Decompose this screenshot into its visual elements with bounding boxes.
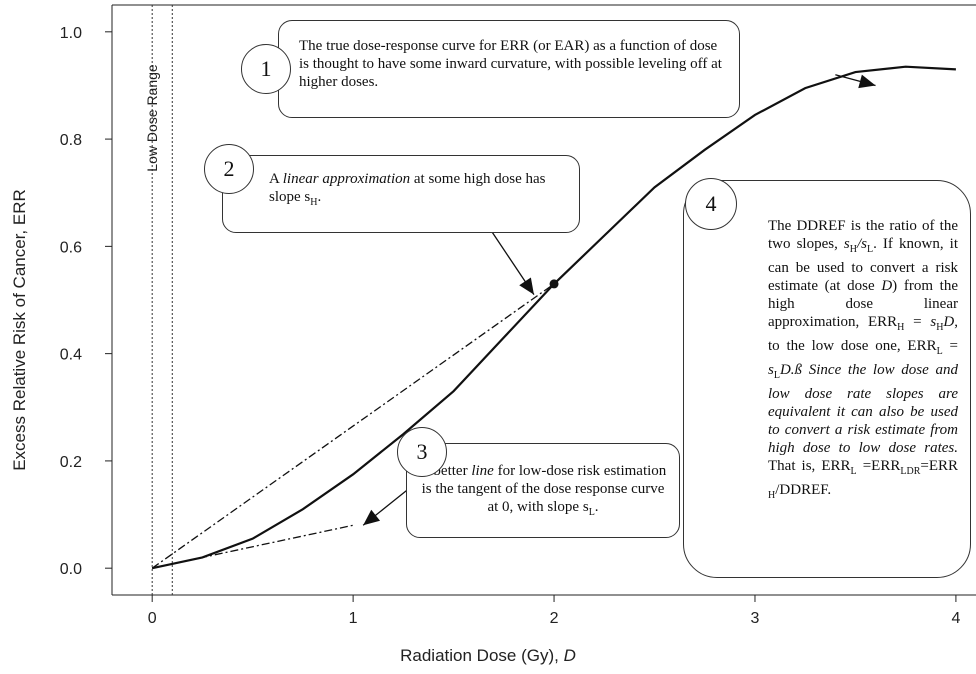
callout-4-p4: That is, ERR — [768, 458, 851, 474]
callout-4-s: s — [843, 236, 850, 252]
x-tick-label-2: 2 — [550, 610, 559, 627]
y-tick-label-3: 0.6 — [60, 239, 82, 256]
callout-2-text-em: linear approximation — [282, 171, 411, 187]
x-tick-label-4: 4 — [951, 610, 960, 627]
x-axis-label-text: Radiation Dose (Gy), D — [400, 646, 576, 665]
x-tick-label-0: 0 — [148, 610, 157, 627]
callout-4-p2-sub-l: L — [936, 346, 943, 357]
callout-4-p2-sh-sub: H — [936, 322, 944, 333]
arrow-head-2 — [363, 509, 381, 526]
callout-4-p2-d: D — [943, 314, 955, 330]
callout-4-p4-eq: =ERR — [856, 458, 901, 474]
callout-4-p2-sub-h: H — [897, 322, 905, 333]
callout-4-p3: Since the low dose and low dose rate slo… — [768, 362, 958, 456]
callout-4-p2-sh: s — [930, 314, 937, 330]
callout-4-box: The DDREF is the ratio of the two slopes… — [683, 180, 971, 578]
slope-point — [549, 279, 559, 289]
callout-1-box: The true dose-response curve for ERR (or… — [278, 20, 740, 118]
callout-4-sub-l: L — [867, 244, 874, 255]
chart-axes — [111, 4, 976, 596]
callout-4-d: D — [881, 278, 893, 294]
callout-2-sub: H — [310, 197, 318, 208]
x-tick-label-3: 3 — [751, 610, 760, 627]
callout-4-p2-mid: , to the low dose one, ERR — [768, 314, 959, 354]
x-tick-label-1: 1 — [349, 610, 358, 627]
callout-4-p4-eq2: =ERR — [920, 458, 958, 474]
callout-4-slash-s: /s — [856, 236, 867, 252]
chart-ticks: 0 1 2 3 4 0.0 0.2 0.4 0.6 0.8 1.0 — [60, 25, 961, 627]
series-line-1 — [151, 283, 555, 569]
y-tick-label-5: 1.0 — [60, 25, 82, 42]
callout-4-p4-sub-h: H — [768, 490, 776, 501]
low-dose-range-label: Low Dose Range — [144, 64, 160, 172]
callout-4-sub-h: H — [849, 244, 857, 255]
callout-4-number: 4 — [685, 178, 737, 230]
y-tick-label-1: 0.2 — [60, 454, 82, 471]
callout-2-text-c: . — [317, 189, 322, 205]
callout-4-p1: The DDREF is the ratio of the two slopes… — [768, 218, 958, 252]
callout-3-number: 3 — [397, 427, 447, 477]
x-axis-label: Radiation Dose (Gy), D — [0, 646, 976, 666]
callout-3-sub: L — [588, 507, 595, 518]
callout-1-number: 1 — [241, 44, 291, 94]
callout-4-p2-sl-sub: L — [773, 370, 780, 381]
callout-4-p4-sub-l: L — [850, 466, 857, 477]
callout-3-text-c: . — [594, 499, 599, 515]
callout-1-text: The true dose-response curve for ERR (or… — [299, 38, 722, 90]
callout-2-text-a: A — [269, 171, 283, 187]
callout-4-p2-sl: s — [768, 362, 774, 378]
callout-4-p1-end: . If known, it can be used to convert a … — [768, 236, 958, 294]
callout-4-p2-eq: = — [904, 314, 931, 330]
callout-3-text-b: for low-dose risk estimation is the tang… — [421, 463, 667, 515]
callout-4-p2-eq2: = — [942, 338, 958, 354]
callout-3-text-em: line — [471, 463, 494, 479]
callout-4-p2: ) from the high dose linear approximatio… — [768, 278, 958, 330]
y-tick-label-4: 0.8 — [60, 132, 82, 149]
y-axis-label: Excess Relative Risk of Cancer, ERR — [10, 189, 29, 471]
callout-3-box: A better line for low-dose risk estimati… — [406, 443, 680, 538]
callout-2-text-b: at some high dose has slope s — [269, 171, 546, 205]
arrow-head-0 — [858, 74, 876, 89]
series-line-2 — [152, 524, 354, 569]
callout-4-p4-sub-ldr: LDR — [900, 466, 921, 477]
callout-2-box: A linear approximation at some high dose… — [222, 155, 580, 233]
y-tick-label-2: 0.4 — [60, 347, 82, 364]
y-tick-label-0: 0.0 — [60, 561, 82, 578]
callout-2-number: 2 — [204, 144, 254, 194]
callout-4-p4-end: /DDREF. — [775, 482, 832, 498]
callout-4-p2-d2: D.ß — [779, 362, 803, 378]
arrow-head-1 — [519, 277, 534, 295]
